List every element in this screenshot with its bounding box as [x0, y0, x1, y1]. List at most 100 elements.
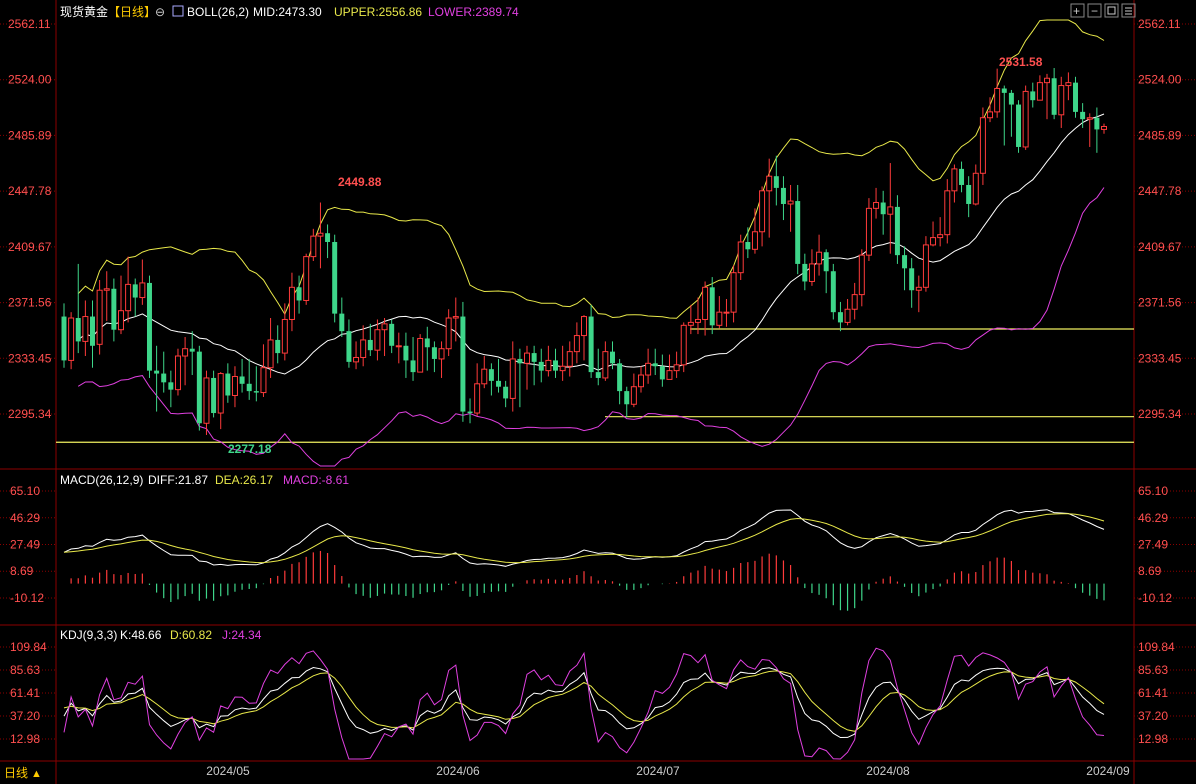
candle-body-up: [353, 356, 360, 363]
candle-body-up: [267, 339, 274, 369]
candle-body-up: [303, 256, 310, 301]
candle-body-down: [503, 386, 509, 399]
candle-body-down: [332, 241, 338, 314]
boll-mid-value: MID:2473.30: [253, 5, 322, 19]
macd-dea-value: DEA:26.17: [215, 473, 273, 487]
candle-body-up: [1058, 85, 1065, 116]
price-tick-right: 2562.11: [1138, 17, 1181, 31]
candle-body-up: [816, 251, 823, 265]
macd-tick-left: 8.69: [10, 564, 34, 578]
candle-body-down: [403, 345, 409, 361]
svg-text:−: −: [1091, 4, 1098, 18]
kdj-tick-left: 85.63: [10, 663, 40, 677]
macd-dea-line: [63, 513, 1105, 564]
candle-body-up: [182, 348, 189, 357]
kdj-tick-right: 85.63: [1138, 663, 1168, 677]
candle-body-up: [844, 308, 851, 323]
triangle-up-icon[interactable]: ▲: [31, 768, 42, 780]
candle-body-up: [666, 370, 673, 380]
candle-body-up: [139, 282, 146, 299]
price-tick-right: 2485.89: [1138, 128, 1182, 142]
price-tick-left: 2295.34: [8, 407, 52, 421]
kdj-k-value: K:48.66: [120, 628, 162, 642]
restore-icon[interactable]: [1104, 3, 1119, 18]
candle-body-up: [994, 87, 1001, 113]
candle-body-up: [759, 190, 766, 233]
candle-body-up: [360, 339, 367, 358]
candle-body-up: [887, 206, 894, 215]
candle-body-up: [1022, 90, 1029, 148]
candle-body-down: [61, 316, 67, 361]
candle-body-up: [174, 355, 181, 391]
candle-body-up: [751, 231, 758, 250]
candle-body-up: [687, 321, 694, 326]
kdj-tick-right: 12.98: [1138, 732, 1168, 746]
kdj-d-value: D:60.82: [170, 628, 212, 642]
boll-lower-value: LOWER:2389.74: [428, 5, 519, 19]
candle-body-up: [559, 365, 566, 372]
macd-tick-left: -10.12: [10, 591, 44, 605]
candle-body-up: [930, 237, 937, 246]
candle-body-down: [959, 168, 965, 185]
candle-body-up: [68, 317, 75, 361]
kdj-tick-right: 109.84: [1138, 640, 1175, 654]
candle-body-up: [310, 235, 317, 258]
candle-body-up: [865, 207, 872, 256]
candle-body-down: [909, 268, 915, 291]
minus-icon[interactable]: [1087, 3, 1102, 18]
candle-body-down: [431, 347, 437, 359]
candle-body-down: [709, 287, 715, 326]
candle-body-up: [581, 316, 587, 337]
candle-body-down: [553, 360, 558, 371]
x-axis-label: 2024/09: [1086, 764, 1130, 778]
annotation-high: 2531.58: [999, 55, 1043, 69]
plus-icon[interactable]: [1070, 3, 1085, 18]
price-tick-left: 2371.56: [8, 296, 52, 310]
price-tick-right: 2371.56: [1138, 296, 1182, 310]
macd-pane: [63, 509, 1105, 611]
candle-body-up: [281, 318, 288, 354]
candle-body-down: [246, 383, 252, 392]
candle-body-up: [673, 364, 680, 372]
candle-body-down: [146, 282, 152, 371]
window-controls: + −: [1070, 3, 1136, 18]
candle-body-down: [225, 373, 231, 396]
candle-body-up: [96, 289, 103, 345]
kdj-label: KDJ(9,3,3): [60, 628, 117, 642]
settings-circle-icon[interactable]: ⊖: [155, 5, 165, 19]
candle-body-up: [694, 318, 701, 323]
candle-body-down: [617, 363, 623, 392]
kdj-pane: [63, 647, 1105, 760]
period-label[interactable]: 【日线】: [108, 5, 156, 19]
candle-body-up: [987, 111, 994, 119]
x-axis-label: 2024/05: [206, 764, 250, 778]
candle-body-down: [902, 255, 908, 269]
annotation-high2: 2449.88: [338, 175, 382, 189]
candle-body-up: [381, 323, 388, 331]
candle-body-up: [787, 200, 794, 205]
candle-body-down: [132, 284, 138, 298]
candle-body-up: [374, 329, 381, 351]
macd-tick-left: 46.29: [10, 511, 40, 525]
candlesticks: [61, 68, 1107, 435]
macd-macd-value: MACD:-8.61: [283, 473, 349, 487]
candle-body-down: [467, 411, 473, 414]
candle-body-up: [317, 232, 324, 237]
candle-body-down: [880, 202, 886, 215]
candle-body-down: [1073, 82, 1078, 112]
candle-body-up: [851, 294, 858, 310]
candle-body-up: [509, 358, 516, 399]
macd-tick-right: 46.29: [1138, 511, 1168, 525]
macd-tick-right: 65.10: [1138, 484, 1168, 498]
footer-period[interactable]: 日线: [4, 766, 28, 780]
candle-body-down: [595, 372, 601, 378]
candle-body-down: [802, 263, 808, 282]
candle-body-up: [737, 241, 744, 274]
kdj-tick-right: 37.20: [1138, 709, 1168, 723]
candle-body-down: [538, 361, 544, 371]
indicator-icon[interactable]: [172, 5, 184, 17]
settings-icon[interactable]: [1121, 3, 1136, 18]
candle-body-down: [90, 316, 95, 346]
boll-upper-value: UPPER:2556.86: [334, 5, 422, 19]
